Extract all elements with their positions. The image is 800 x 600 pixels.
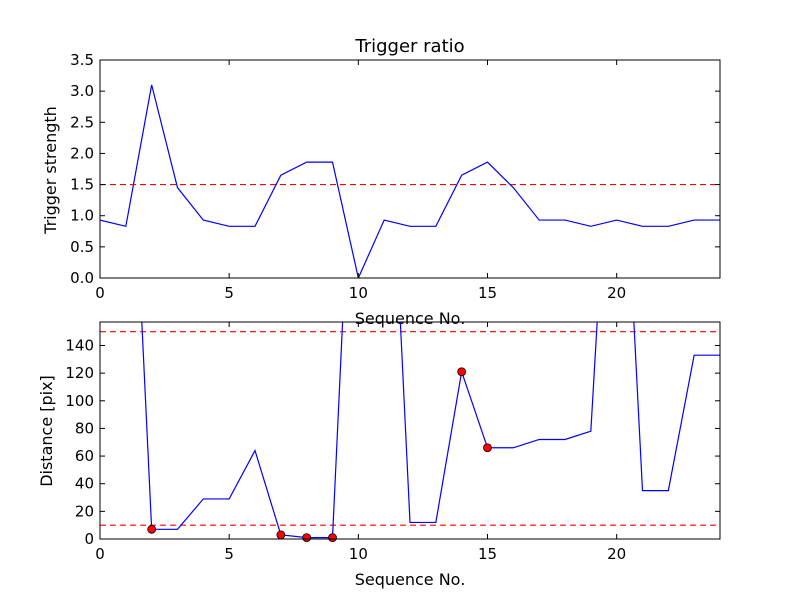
y-tick-label: 140 xyxy=(65,336,94,354)
x-tick-label: 15 xyxy=(478,545,497,563)
data-point xyxy=(276,530,286,540)
axes-frame xyxy=(99,59,721,279)
y-tick-label: 3.0 xyxy=(70,82,94,100)
distance-plot: Sequence No. Distance [pix] 0 5 10 15 20 0 20 4… xyxy=(37,321,721,589)
x-tick-label: 15 xyxy=(478,284,497,302)
x-tick-label: 20 xyxy=(607,284,626,302)
y-tick-label: 0.5 xyxy=(70,238,94,256)
y-tick-label: 1.5 xyxy=(70,176,94,194)
x-tick-label: 5 xyxy=(224,284,234,302)
x-tick-label: 0 xyxy=(95,545,105,563)
y-tick-label: 60 xyxy=(75,447,94,465)
x-tick-label: 10 xyxy=(349,284,368,302)
series-line xyxy=(100,84,720,278)
y-tick-label: 120 xyxy=(65,364,94,382)
y-axis-label: Trigger strength xyxy=(41,106,60,235)
x-axis-label: Sequence No. xyxy=(355,309,466,328)
x-tick-label: 10 xyxy=(349,545,368,563)
y-tick-label: 80 xyxy=(75,419,94,437)
data-point xyxy=(457,367,467,377)
y-tick-label: 100 xyxy=(65,392,94,410)
y-tick-label: 1.0 xyxy=(70,207,94,225)
data-point xyxy=(302,533,312,543)
axes-frame xyxy=(99,321,721,540)
x-tick-label: 0 xyxy=(95,284,105,302)
x-axis-label: Sequence No. xyxy=(355,570,466,589)
x-tick-label: 5 xyxy=(224,545,234,563)
y-tick-label: 2.0 xyxy=(70,144,94,162)
y-tick-label: 3.5 xyxy=(70,51,94,69)
y-tick-label: 20 xyxy=(75,502,94,520)
series-line xyxy=(141,322,720,539)
y-axis-label: Distance [pix] xyxy=(37,375,56,487)
y-tick-label: 0 xyxy=(84,530,94,548)
data-point xyxy=(328,533,337,543)
chart-title: Trigger ratio xyxy=(354,36,464,57)
y-tick-label: 40 xyxy=(75,475,94,493)
y-tick-label: 2.5 xyxy=(70,113,94,131)
y-tick-label: 0.0 xyxy=(70,269,94,287)
data-point xyxy=(483,443,492,453)
data-point xyxy=(147,524,157,534)
trigger-ratio-plot: Trigger ratio Sequence No. Trigger stren… xyxy=(41,36,721,328)
x-tick-label: 20 xyxy=(607,545,626,563)
